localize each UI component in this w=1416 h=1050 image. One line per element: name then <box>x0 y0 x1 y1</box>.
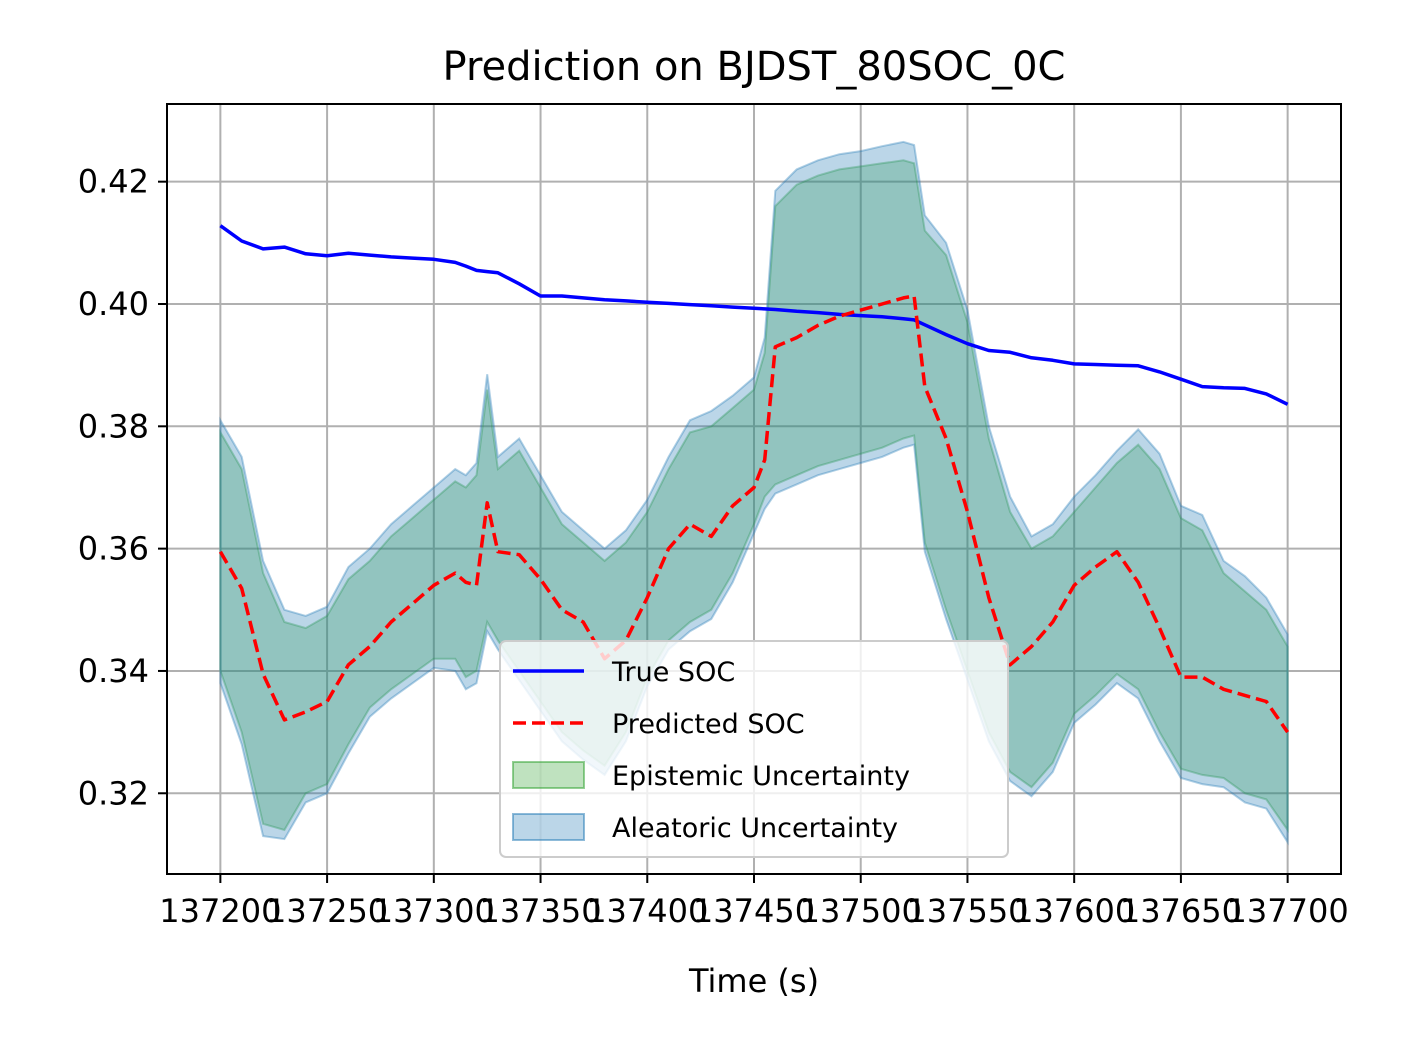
x-tick-label: 137500 <box>800 892 922 930</box>
x-axis-label: Time (s) <box>688 962 819 1000</box>
y-tick-label: 0.36 <box>78 530 149 568</box>
x-tick-label: 137450 <box>693 892 815 930</box>
legend: True SOC Predicted SOC Epistemic Uncertain… <box>499 640 1009 858</box>
chart-title: Prediction on BJDST_80SOC_0C <box>443 44 1066 90</box>
legend-box <box>499 640 1009 858</box>
legend-label-aleatoric-uncertainty: Aleatoric Uncertainty <box>612 813 898 844</box>
legend-swatch-aleatoric-uncertainty <box>512 813 585 841</box>
x-tick-label: 137400 <box>586 892 708 930</box>
x-tick-label: 137350 <box>479 892 601 930</box>
y-tick-label: 0.32 <box>78 774 149 812</box>
y-axis: 0.32 0.34 0.36 0.38 0.40 0.42 <box>78 163 167 812</box>
x-tick-label: 137250 <box>266 892 388 930</box>
x-axis: 1372001372501373001373501374001374501375… <box>159 874 1349 930</box>
true-soc-line <box>219 224 1289 406</box>
legend-label-predicted-soc: Predicted SOC <box>612 709 805 740</box>
x-tick-label: 137700 <box>1227 892 1349 930</box>
series-lines <box>218 224 1290 734</box>
x-tick-label: 137600 <box>1013 892 1135 930</box>
legend-label-epistemic-uncertainty: Epistemic Uncertainty <box>612 761 910 792</box>
y-tick-label: 0.42 <box>78 163 149 201</box>
y-tick-label: 0.38 <box>78 407 149 445</box>
predicted-soc-line <box>218 294 1290 734</box>
x-tick-label: 137550 <box>906 892 1028 930</box>
y-tick-label: 0.34 <box>78 652 149 690</box>
grid <box>167 104 1341 874</box>
x-tick-label: 137650 <box>1120 892 1242 930</box>
y-tick-label: 0.40 <box>78 285 149 323</box>
x-tick-label: 137200 <box>159 892 281 930</box>
legend-label-true-soc: True SOC <box>611 657 735 688</box>
x-tick-label: 137300 <box>373 892 495 930</box>
legend-swatch-epistemic-uncertainty <box>512 761 585 789</box>
